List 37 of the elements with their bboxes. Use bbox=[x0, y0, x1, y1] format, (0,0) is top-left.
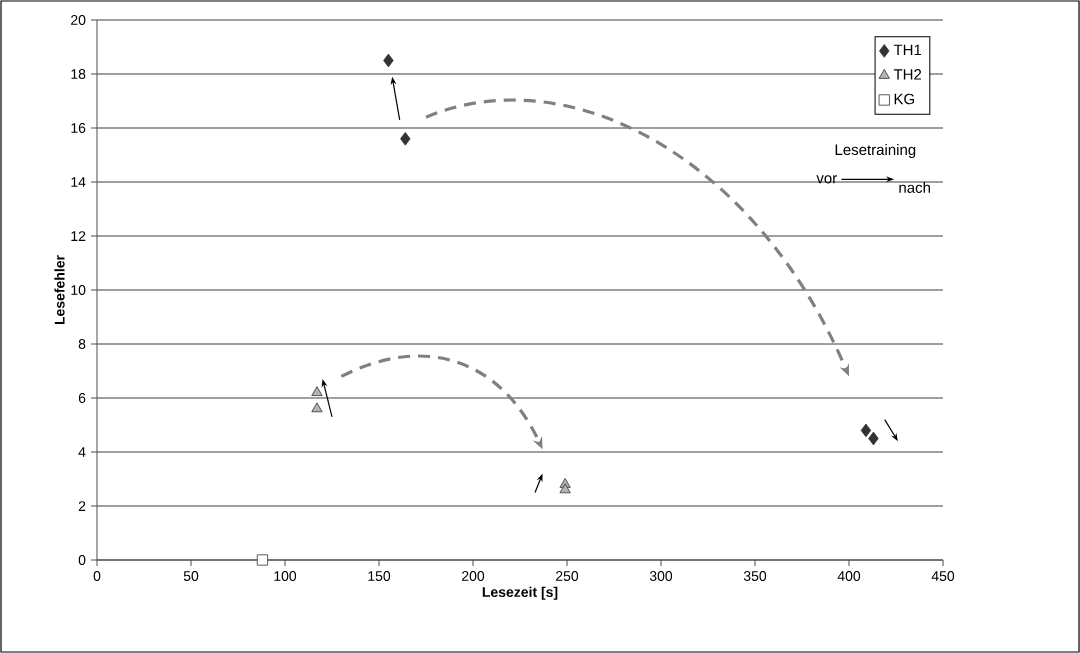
x-tick-label: 50 bbox=[183, 571, 199, 581]
point bbox=[400, 132, 411, 146]
x-tick-label: 150 bbox=[368, 571, 391, 581]
y-tick-label: 18 bbox=[71, 69, 86, 79]
x-tick-label: 450 bbox=[931, 571, 955, 581]
y-tick-label: 14 bbox=[71, 177, 86, 187]
x-tick-label: 400 bbox=[837, 571, 861, 581]
y-tick-label: 12 bbox=[71, 231, 86, 241]
x-tick-label: 250 bbox=[556, 571, 579, 581]
annotation: nach bbox=[899, 181, 930, 193]
point bbox=[311, 402, 323, 413]
y-tick-label: 0 bbox=[78, 555, 86, 565]
y-tick-label: 20 bbox=[71, 15, 86, 25]
y-tick-label: 8 bbox=[78, 339, 86, 349]
point bbox=[868, 431, 879, 446]
y-tick-label: 16 bbox=[71, 123, 86, 133]
point bbox=[860, 423, 872, 438]
x-axis-title: Lesezeit [s] bbox=[482, 586, 558, 600]
annotation: vor bbox=[816, 175, 837, 184]
y-tick-label: 10 bbox=[71, 285, 86, 295]
legend-label: TH1 bbox=[893, 44, 922, 56]
point bbox=[559, 483, 571, 494]
x-tick-label: 200 bbox=[462, 571, 485, 581]
y-tick-label: 4 bbox=[78, 447, 86, 457]
x-tick-label: 0 bbox=[93, 571, 101, 581]
y-tick-label: 6 bbox=[78, 393, 86, 403]
x-tick-label: 300 bbox=[649, 571, 673, 581]
point bbox=[383, 53, 394, 68]
x-tick-label: 350 bbox=[743, 571, 767, 581]
legend-label: KG bbox=[894, 93, 915, 105]
y-axis-title: Lesefehler bbox=[54, 255, 65, 325]
annotation: Lesetraining bbox=[835, 144, 916, 158]
x-tick-label: 100 bbox=[274, 571, 297, 581]
y-tick-label: 2 bbox=[78, 501, 86, 511]
point bbox=[311, 386, 323, 396]
legend-label: TH2 bbox=[893, 69, 922, 80]
point bbox=[256, 554, 269, 566]
